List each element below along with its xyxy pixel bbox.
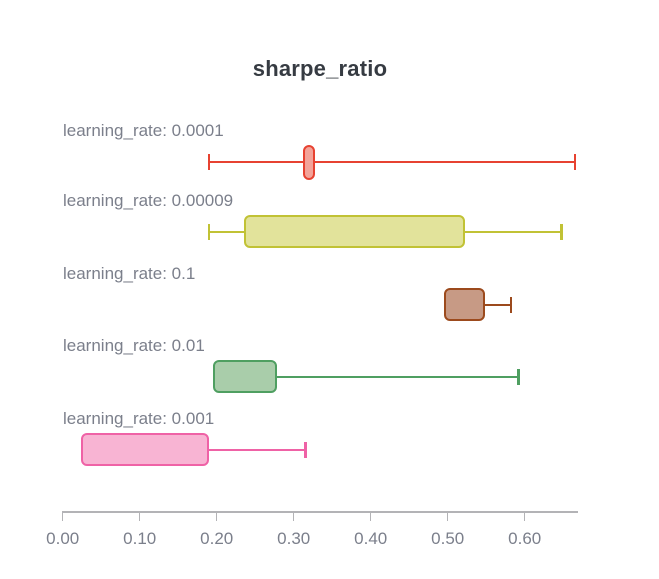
whisker-high-line (209, 448, 306, 452)
box-iqr (212, 359, 277, 393)
x-axis-tick-label: 0.10 (123, 529, 157, 548)
x-axis-tick-label: 0.60 (508, 529, 542, 548)
x-axis-tick (446, 511, 449, 521)
x-axis-line (62, 511, 578, 513)
series-label: learning_rate: 0.01 (63, 336, 205, 355)
whisker-high-line (464, 230, 562, 234)
box-iqr (81, 432, 209, 466)
box-iqr (302, 144, 316, 180)
x-axis-tick-label: 0.00 (46, 529, 80, 548)
whisker-high-cap (509, 297, 513, 313)
x-axis-tick-label: 0.30 (277, 529, 311, 548)
whisker-high-line (276, 375, 519, 379)
x-axis-tick-label: 0.20 (200, 529, 234, 548)
series-label: learning_rate: 0.1 (63, 264, 196, 283)
whisker-high-cap (573, 154, 576, 170)
whisker-high-line (484, 303, 511, 307)
whisker-high-cap (560, 224, 563, 240)
whisker-high-cap (517, 369, 520, 385)
whisker-low-cap (207, 224, 211, 240)
whisker-low-line (209, 160, 303, 164)
whisker-high-cap (304, 442, 307, 458)
whisker-high-line (315, 160, 575, 164)
series-label: learning_rate: 0.0001 (63, 121, 224, 140)
box-iqr (243, 214, 465, 248)
x-axis-tick (61, 511, 64, 521)
x-axis-tick-label: 0.40 (354, 529, 388, 548)
series-label: learning_rate: 0.00009 (63, 191, 234, 210)
x-axis-tick (523, 511, 526, 521)
x-axis-tick (215, 511, 218, 521)
box-iqr (443, 287, 485, 321)
whisker-low-line (209, 230, 244, 234)
chart-title: sharpe_ratio (252, 56, 388, 81)
x-axis-tick (292, 511, 295, 521)
whisker-low-cap (207, 154, 211, 170)
series-label: learning_rate: 0.001 (63, 409, 215, 428)
x-axis-tick-label: 0.50 (431, 529, 465, 548)
x-axis-tick (369, 511, 372, 521)
x-axis-tick (138, 511, 141, 521)
